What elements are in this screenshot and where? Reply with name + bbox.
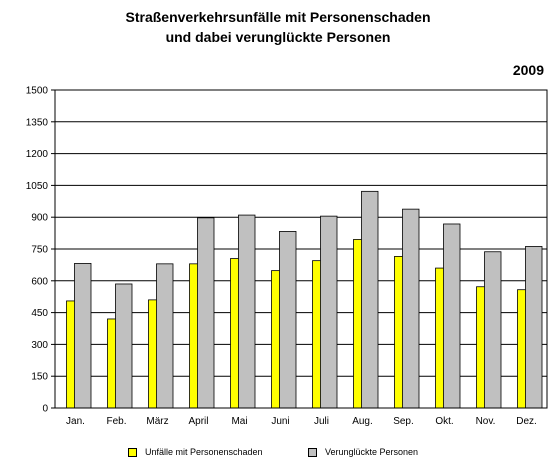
legend-swatch-unfaelle: [128, 448, 137, 458]
legend-item-unfaelle: Unfälle mit Personenschaden: [128, 446, 263, 458]
x-tick-label: Jan.: [66, 416, 85, 427]
y-tick-label: 1500: [26, 86, 49, 97]
y-tick-label: 900: [31, 213, 48, 224]
bar-verunglueckte: [115, 283, 133, 409]
y-tick-label: 0: [42, 404, 48, 415]
bar-verunglueckte: [361, 190, 379, 409]
x-tick-label: April: [188, 416, 208, 427]
y-tick-label: 1350: [26, 117, 49, 128]
x-tick-label: Feb.: [106, 416, 126, 427]
x-tick-label: März: [146, 416, 168, 427]
y-tick-label: 150: [31, 372, 48, 383]
bar-verunglueckte: [320, 215, 338, 409]
chart-subtitle: und dabei verunglückte Personen: [165, 29, 391, 45]
x-tick-label: Okt.: [435, 416, 453, 427]
x-tick-label: Sep.: [393, 416, 414, 427]
legend-label-verunglueckte: Verunglückte Personen: [325, 447, 419, 457]
bar-verunglueckte: [74, 263, 92, 409]
bar-verunglueckte: [156, 263, 174, 409]
legend-swatch-verunglueckte: [308, 448, 317, 458]
y-tick-label: 600: [31, 276, 48, 287]
y-tick-label: 1050: [26, 181, 49, 192]
bar-verunglueckte: [525, 246, 543, 409]
y-tick-label: 750: [31, 245, 48, 256]
y-tick-label: 1200: [26, 149, 49, 160]
y-tick-label: 300: [31, 340, 48, 351]
bar-verunglueckte: [238, 214, 256, 409]
bar-verunglueckte: [197, 217, 215, 409]
x-tick-label: Juni: [271, 416, 289, 427]
bar-verunglueckte: [443, 223, 461, 409]
x-tick-label: Mai: [231, 416, 247, 427]
x-tick-label: Juli: [314, 416, 329, 427]
chart-year: 2009: [512, 62, 544, 78]
bar-verunglueckte: [484, 251, 502, 409]
legend-item-verunglueckte: Verunglückte Personen: [308, 446, 418, 458]
bar-verunglueckte: [402, 208, 420, 409]
chart-title: Straßenverkehrsunfälle mit Personenschad…: [125, 9, 431, 25]
y-tick-label: 450: [31, 308, 48, 319]
x-tick-label: Aug.: [352, 416, 373, 427]
x-tick-label: Nov.: [476, 416, 496, 427]
legend-label-unfaelle: Unfälle mit Personenschaden: [145, 447, 263, 457]
bar-verunglueckte: [279, 231, 297, 409]
x-tick-label: Dez.: [516, 416, 537, 427]
